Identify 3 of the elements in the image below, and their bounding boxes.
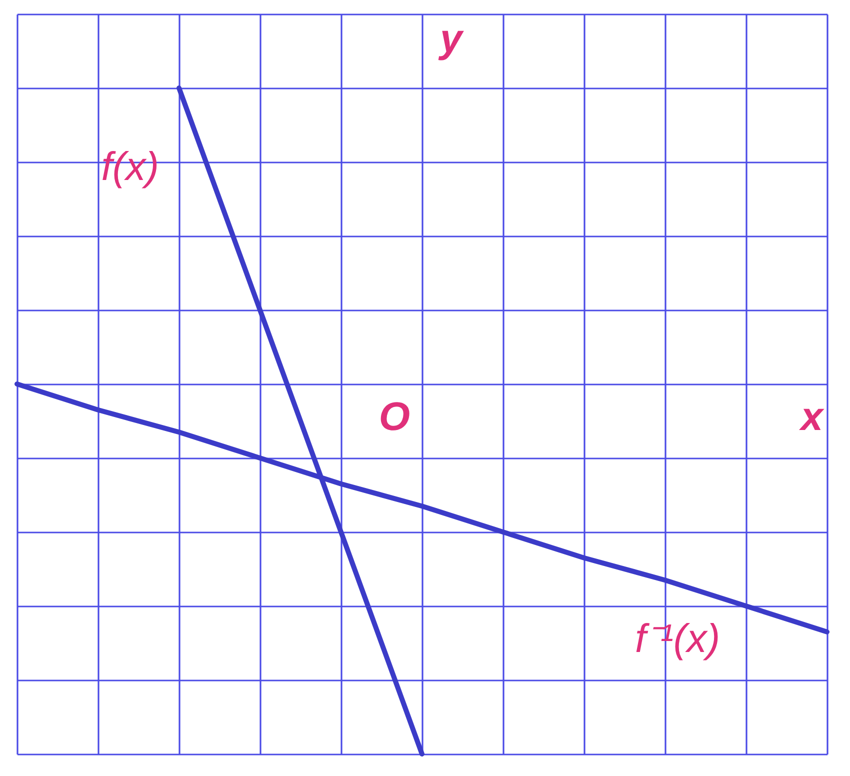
- annotation: O: [378, 395, 410, 439]
- y-axis-title: y: [438, 17, 464, 61]
- x-axis-title: x: [798, 395, 825, 439]
